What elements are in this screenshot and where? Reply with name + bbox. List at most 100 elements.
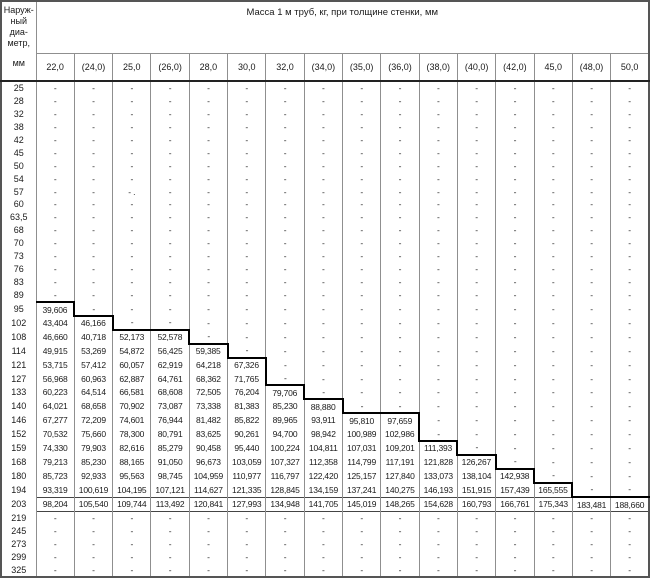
empty-mass-cell: - bbox=[265, 236, 305, 250]
mass-value-cell: 111,393 bbox=[418, 440, 459, 455]
diameter-header-text: Наруж-ный диа-метр, bbox=[3, 5, 34, 48]
empty-mass-cell: - bbox=[341, 172, 381, 186]
empty-mass-cell: - bbox=[188, 107, 228, 121]
mass-value-cell: 73,338 bbox=[188, 399, 228, 414]
empty-mass-cell: - bbox=[533, 427, 573, 442]
empty-mass-cell: - bbox=[380, 249, 420, 263]
empty-mass-cell: - bbox=[73, 159, 113, 173]
empty-mass-cell: - bbox=[303, 302, 343, 317]
diameter-row-label: 57 bbox=[0, 185, 36, 199]
empty-mass-cell: - bbox=[227, 537, 266, 551]
empty-mass-cell: - bbox=[35, 563, 75, 578]
empty-mass-cell: - bbox=[533, 510, 573, 525]
empty-mass-cell: - bbox=[418, 399, 458, 414]
empty-mass-cell: - bbox=[188, 210, 228, 224]
empty-mass-cell: - bbox=[150, 275, 190, 289]
empty-mass-cell: - bbox=[571, 236, 611, 250]
mass-value-cell: 57,412 bbox=[73, 357, 113, 372]
empty-mass-cell: - bbox=[418, 262, 458, 276]
mass-value-cell: 85,822 bbox=[227, 413, 266, 428]
empty-mass-cell: - bbox=[188, 133, 228, 147]
empty-mass-cell: - bbox=[341, 329, 381, 344]
mass-value-cell: 137,241 bbox=[341, 482, 381, 498]
empty-mass-cell: - bbox=[303, 94, 343, 108]
diameter-row-label: 140 bbox=[0, 399, 36, 414]
empty-mass-cell: - bbox=[265, 198, 305, 211]
empty-mass-cell: - bbox=[341, 510, 381, 525]
empty-mass-cell: - bbox=[418, 120, 458, 134]
empty-mass-cell: - bbox=[418, 288, 458, 303]
diameter-row-label: 95 bbox=[0, 302, 36, 317]
mass-value-cell: 72,505 bbox=[188, 385, 228, 400]
empty-mass-cell: - bbox=[495, 343, 535, 358]
diameter-row-label: 121 bbox=[0, 357, 36, 372]
empty-mass-cell: - bbox=[188, 249, 228, 263]
empty-mass-cell: - bbox=[610, 524, 649, 538]
empty-mass-cell: - bbox=[227, 94, 266, 108]
empty-mass-cell: - bbox=[227, 198, 266, 211]
mass-table-body: 25- - - - - - - - - - - - - - - -28- - - - - - - - - - - - - - - -32- -… bbox=[0, 81, 649, 578]
mass-value-cell: 67,277 bbox=[35, 413, 75, 428]
empty-mass-cell: - bbox=[495, 316, 535, 330]
empty-mass-cell: - bbox=[418, 385, 458, 400]
empty-mass-cell: - bbox=[341, 399, 381, 414]
empty-mass-cell: - bbox=[188, 172, 228, 186]
mass-value-cell: 70,902 bbox=[112, 399, 151, 414]
table-row: 273- - - - - - - - - - - - - - - - bbox=[0, 537, 649, 551]
diameter-row-label: 63,5 bbox=[0, 210, 36, 224]
table-row: 60- - - - - - - - - - - - - - - - bbox=[0, 198, 649, 211]
diameter-row-label: 42 bbox=[0, 133, 36, 147]
empty-mass-cell: - bbox=[610, 185, 649, 199]
empty-mass-cell: - bbox=[495, 262, 535, 276]
empty-mass-cell: - bbox=[533, 441, 573, 455]
empty-mass-cell: - bbox=[610, 454, 649, 469]
empty-mass-cell: - bbox=[571, 146, 611, 160]
empty-mass-cell: - bbox=[188, 316, 228, 330]
mass-value-cell: 92,933 bbox=[73, 468, 113, 483]
empty-mass-cell: - bbox=[418, 94, 458, 108]
empty-mass-cell: - bbox=[112, 120, 151, 134]
empty-mass-cell: - bbox=[571, 288, 611, 303]
mass-value-cell: 76,944 bbox=[150, 413, 190, 428]
mass-value-cell: 52,578 bbox=[150, 328, 191, 344]
empty-mass-cell: - bbox=[456, 107, 496, 121]
empty-mass-cell: - bbox=[418, 185, 458, 199]
empty-mass-cell: - . bbox=[112, 185, 151, 199]
thickness-col-header: (42,0) bbox=[495, 53, 535, 82]
empty-mass-cell: - bbox=[188, 185, 228, 199]
empty-mass-cell: - bbox=[303, 198, 343, 211]
empty-mass-cell: - bbox=[35, 81, 75, 95]
empty-mass-cell: - bbox=[112, 524, 151, 538]
empty-mass-cell: - bbox=[188, 94, 228, 108]
mass-value-cell: 109,201 bbox=[380, 441, 420, 455]
empty-mass-cell: - bbox=[380, 223, 420, 237]
empty-mass-cell: - bbox=[571, 262, 611, 276]
table-row: 83- - - - - - - - - - - - - - - - bbox=[0, 275, 649, 289]
empty-mass-cell: - bbox=[112, 249, 151, 263]
table-row: 25- - - - - - - - - - - - - - - - bbox=[0, 81, 649, 95]
empty-mass-cell: - bbox=[610, 468, 649, 483]
empty-mass-cell: - bbox=[456, 185, 496, 199]
empty-mass-cell: - bbox=[341, 524, 381, 538]
empty-mass-cell: - bbox=[380, 524, 420, 538]
empty-mass-cell: - bbox=[112, 172, 151, 186]
mass-value-cell: 79,213 bbox=[35, 454, 75, 469]
empty-mass-cell: - bbox=[571, 454, 611, 469]
empty-mass-cell: - bbox=[571, 343, 611, 358]
empty-mass-cell: - bbox=[418, 329, 458, 344]
empty-mass-cell: - bbox=[571, 172, 611, 186]
empty-mass-cell: - bbox=[227, 343, 266, 358]
empty-mass-cell: - bbox=[380, 316, 420, 330]
diameter-row-label: 114 bbox=[0, 343, 36, 358]
empty-mass-cell: - bbox=[533, 302, 573, 317]
empty-mass-cell: - bbox=[303, 385, 343, 400]
table-row: 121 53,715 57,412 60,057 62,919 64,218 67,326-… bbox=[0, 356, 649, 372]
empty-mass-cell: - bbox=[227, 120, 266, 134]
empty-mass-cell: - bbox=[533, 223, 573, 237]
empty-mass-cell: - bbox=[188, 510, 228, 525]
empty-mass-cell: - bbox=[495, 385, 535, 400]
table-row: 95 39,606- - - - - - - - - - - - - - - bbox=[0, 301, 649, 317]
table-row: 194 93,319 100,619 104,195 107,121 114,627 121… bbox=[0, 481, 649, 498]
empty-mass-cell: - bbox=[188, 537, 228, 551]
empty-mass-cell: - bbox=[112, 563, 151, 578]
